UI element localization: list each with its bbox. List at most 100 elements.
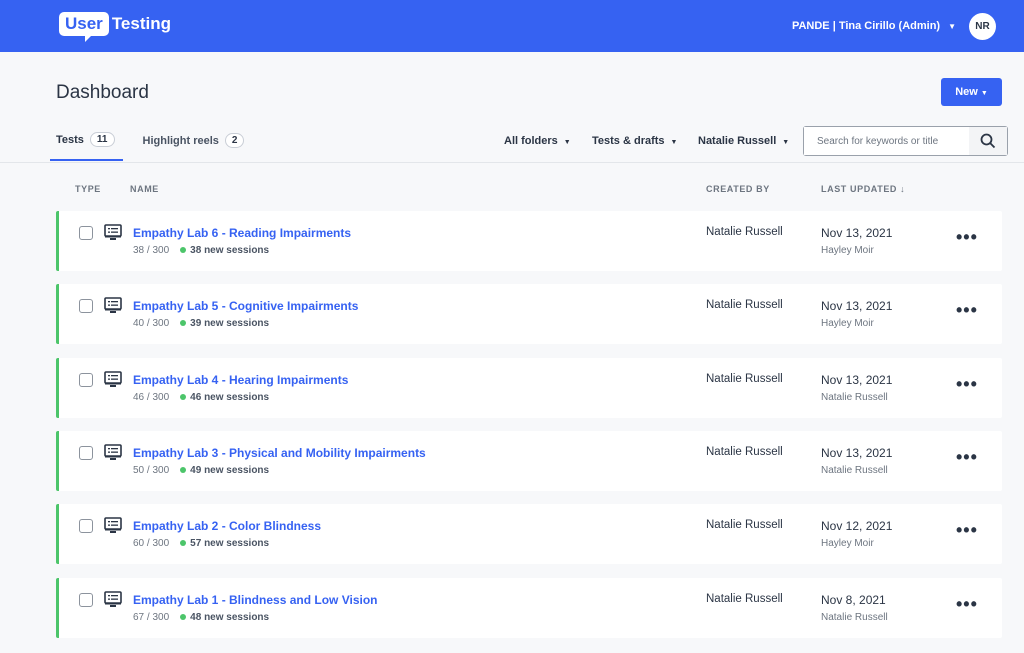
- test-row[interactable]: Empathy Lab 2 - Color Blindness 60 / 300…: [56, 504, 1002, 565]
- created-by: Natalie Russell: [706, 299, 783, 312]
- usertesting-logo[interactable]: User Testing: [59, 12, 171, 42]
- updated-by: Hayley Moir: [821, 538, 874, 550]
- session-count: 60 / 300: [133, 538, 170, 550]
- monitor-icon: [104, 517, 122, 534]
- search-icon: [980, 133, 996, 149]
- caret-down-icon: ▼: [948, 22, 956, 31]
- last-updated-date: Nov 13, 2021: [821, 226, 893, 240]
- last-updated-date: Nov 13, 2021: [821, 445, 893, 460]
- column-name: NAME: [130, 184, 159, 194]
- session-count: 67 / 300: [133, 611, 170, 623]
- new-session-label: new sessions: [204, 611, 270, 623]
- session-summary: 40 / 300 39 new sessions: [133, 318, 269, 329]
- session-count: 46 / 300: [133, 391, 170, 403]
- last-updated-date: Nov 12, 2021: [821, 519, 893, 534]
- filter-label: Tests & drafts: [592, 135, 665, 147]
- account-label: PANDE | Tina Cirillo (Admin): [791, 20, 941, 32]
- test-row[interactable]: Empathy Lab 3 - Physical and Mobility Im…: [56, 430, 1002, 491]
- test-title-link[interactable]: Empathy Lab 5 - Cognitive Impairments: [133, 299, 359, 314]
- session-summary: 60 / 300 57 new sessions: [133, 538, 269, 549]
- new-session-label: new sessions: [204, 464, 270, 476]
- monitor-icon: [104, 297, 122, 314]
- test-row[interactable]: Empathy Lab 6 - Reading Impairments 38 /…: [56, 211, 1002, 271]
- created-by: Natalie Russell: [706, 519, 783, 532]
- status-dot-icon: [180, 393, 187, 400]
- tab-highlight-reels[interactable]: Highlight reels 2: [143, 130, 245, 161]
- test-title-link[interactable]: Empathy Lab 3 - Physical and Mobility Im…: [133, 445, 426, 460]
- monitor-icon: [104, 370, 122, 387]
- caret-down-icon: ▼: [782, 139, 790, 146]
- status-dot-icon: [180, 320, 187, 327]
- account-menu[interactable]: PANDE | Tina Cirillo (Admin) ▼: [792, 20, 956, 32]
- avatar[interactable]: NR: [969, 13, 996, 40]
- tab-tests[interactable]: Tests 11: [50, 130, 123, 161]
- session-summary: 50 / 300 49 new sessions: [133, 465, 269, 476]
- created-by: Natalie Russell: [706, 372, 783, 385]
- new-session-count: 38: [190, 245, 202, 256]
- search-input[interactable]: [804, 127, 969, 155]
- status-dot-icon: [180, 466, 187, 473]
- updated-by: Hayley Moir: [821, 245, 874, 256]
- test-title-link[interactable]: Empathy Lab 4 - Hearing Impairments: [133, 372, 349, 387]
- monitor-icon: [104, 444, 122, 460]
- last-updated-date: Nov 8, 2021: [821, 592, 886, 607]
- tab-label: Tests: [56, 133, 84, 146]
- new-label: New: [955, 86, 978, 98]
- search-button[interactable]: [969, 127, 1007, 155]
- test-row[interactable]: Empathy Lab 5 - Cognitive Impairments 40…: [56, 284, 1002, 345]
- count-badge: 2: [224, 133, 245, 148]
- more-options-icon[interactable]: •••: [956, 446, 978, 467]
- folders-filter[interactable]: All folders ▼: [504, 135, 571, 147]
- last-updated-date: Nov 13, 2021: [821, 372, 893, 387]
- page-title: Dashboard: [56, 82, 149, 103]
- monitor-icon: [104, 224, 122, 240]
- new-session-count: 57: [190, 538, 202, 550]
- test-title-link[interactable]: Empathy Lab 6 - Reading Impairments: [133, 226, 352, 240]
- count-badge: 11: [89, 132, 115, 147]
- row-checkbox[interactable]: [79, 372, 93, 387]
- new-session-label: new sessions: [204, 538, 270, 550]
- column-type: TYPE: [75, 184, 101, 194]
- session-count: 40 / 300: [133, 318, 170, 330]
- more-options-icon[interactable]: •••: [956, 300, 978, 321]
- updated-by: Natalie Russell: [821, 391, 888, 403]
- updated-by: Hayley Moir: [821, 318, 874, 330]
- created-by: Natalie Russell: [706, 226, 783, 238]
- tabs: Tests 11 Highlight reels 2: [50, 130, 264, 161]
- status-dot-icon: [180, 613, 187, 620]
- caret-down-icon: ▼: [670, 139, 678, 146]
- more-options-icon[interactable]: •••: [956, 227, 978, 247]
- more-options-icon[interactable]: •••: [956, 593, 978, 614]
- more-options-icon[interactable]: •••: [956, 520, 978, 541]
- logo-user: User: [59, 12, 109, 42]
- divider: [0, 162, 1024, 163]
- row-checkbox[interactable]: [79, 445, 93, 460]
- caret-down-icon: ▼: [980, 90, 988, 97]
- row-checkbox[interactable]: [79, 299, 93, 314]
- status-dot-icon: [180, 247, 187, 253]
- last-updated-date: Nov 13, 2021: [821, 299, 893, 314]
- session-summary: 67 / 300 48 new sessions: [133, 612, 269, 623]
- column-last-updated[interactable]: LAST UPDATED ↓: [821, 184, 906, 194]
- top-bar: User Testing PANDE | Tina Cirillo (Admin…: [0, 0, 1024, 52]
- new-session-count: 48: [190, 611, 202, 623]
- owner-filter[interactable]: Natalie Russell ▼: [698, 135, 789, 147]
- session-count: 38 / 300: [133, 245, 170, 256]
- new-session-count: 49: [190, 464, 202, 476]
- row-checkbox[interactable]: [79, 592, 93, 607]
- test-title-link[interactable]: Empathy Lab 1 - Blindness and Low Vision: [133, 592, 378, 607]
- status-dot-icon: [180, 540, 187, 547]
- test-row[interactable]: Empathy Lab 4 - Hearing Impairments 46 /…: [56, 357, 1002, 418]
- new-session-label: new sessions: [204, 245, 270, 256]
- more-options-icon[interactable]: •••: [956, 373, 978, 394]
- row-checkbox[interactable]: [79, 226, 93, 240]
- new-button[interactable]: New ▼: [941, 78, 1002, 106]
- test-row[interactable]: Empathy Lab 1 - Blindness and Low Vision…: [56, 577, 1002, 638]
- column-created-by: CREATED BY: [706, 184, 770, 194]
- test-title-link[interactable]: Empathy Lab 2 - Color Blindness: [133, 519, 322, 534]
- filter-label: Natalie Russell: [698, 135, 777, 147]
- type-filter[interactable]: Tests & drafts ▼: [592, 135, 677, 147]
- new-session-count: 46: [190, 391, 202, 403]
- updated-by: Natalie Russell: [821, 464, 888, 476]
- row-checkbox[interactable]: [79, 519, 93, 534]
